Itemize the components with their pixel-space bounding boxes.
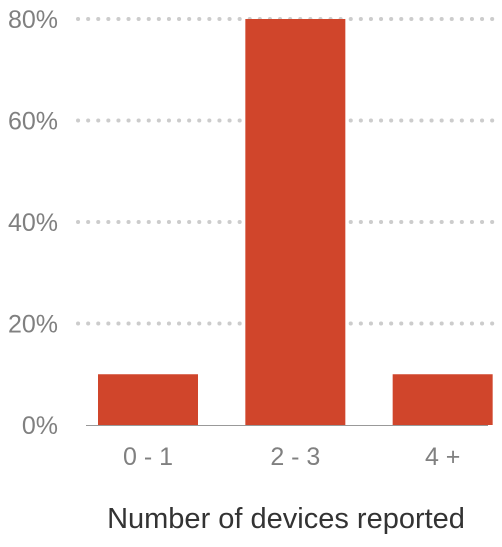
bar [98, 374, 198, 425]
y-tick-label: 80% [8, 6, 58, 34]
x-tick-label: 4 + [425, 443, 460, 471]
x-tick-labels: 0 - 1 2 - 3 4 + [123, 443, 460, 471]
x-tick-label: 0 - 1 [123, 443, 173, 471]
y-tick-label: 40% [8, 209, 58, 237]
bar [245, 19, 346, 425]
x-tick-label: 2 - 3 [270, 443, 320, 471]
y-tick-label: 60% [8, 108, 58, 136]
y-tick-label: 20% [8, 311, 58, 339]
x-axis-title: Number of devices reported [107, 503, 465, 535]
y-tick-label: 0% [22, 412, 58, 440]
y-tick-labels: 0% 20% 40% 60% 80% [8, 6, 58, 440]
gridlines [76, 17, 500, 326]
bars [98, 19, 493, 425]
bar [392, 374, 493, 425]
